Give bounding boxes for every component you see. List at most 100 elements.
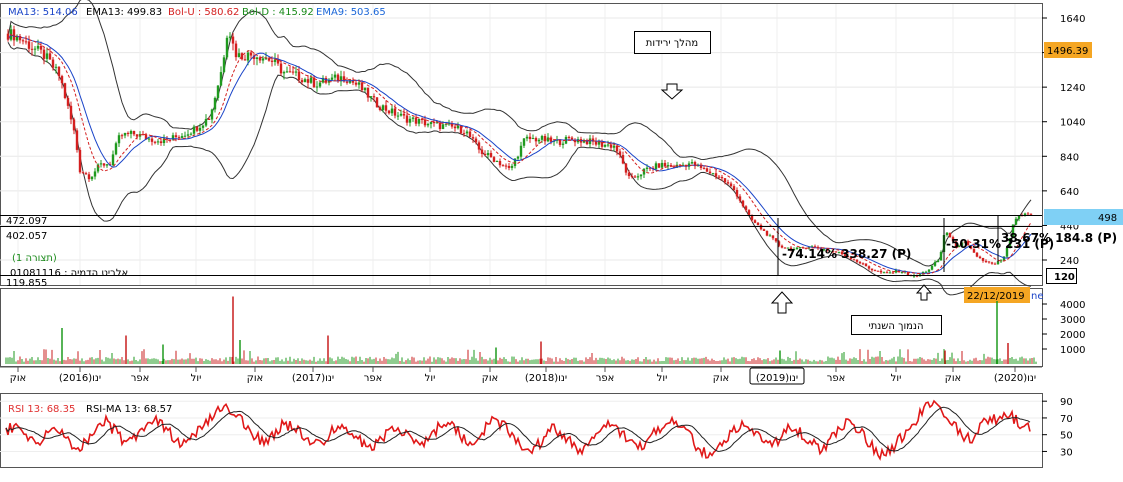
level-label-472: 472.097: [6, 216, 47, 227]
candle-body: [669, 165, 673, 167]
candle-body: [543, 136, 547, 142]
candle-body: [348, 80, 352, 83]
candle-body: [726, 182, 730, 184]
time-tick-label: ינו(2016): [59, 373, 101, 384]
candle-body: [51, 59, 55, 68]
candle-body: [882, 272, 886, 274]
candle-body: [846, 256, 850, 258]
candles: [6, 25, 1033, 278]
candle-body: [789, 247, 793, 251]
candle-body: [231, 36, 235, 44]
volume-tick-label: 2000: [1060, 330, 1085, 341]
candle-body: [330, 77, 334, 80]
candle-body: [378, 107, 382, 110]
candle-body: [387, 110, 391, 114]
yearly-low-annotation-text: הנמוך השנתי: [868, 321, 923, 332]
candle-body: [912, 275, 916, 277]
candle-body: [414, 117, 418, 124]
candle-body: [639, 174, 643, 177]
candle-body: [945, 232, 949, 236]
candle-body: [507, 165, 511, 168]
candle-body: [729, 183, 733, 187]
candle-body: [306, 79, 310, 83]
candle-body: [315, 86, 319, 88]
candle-body: [819, 248, 823, 250]
candle-body: [450, 123, 454, 127]
candle-body: [528, 136, 532, 140]
candle-body: [621, 155, 625, 164]
price-tick-label: 1240: [1060, 83, 1085, 94]
candle-body: [429, 122, 433, 125]
candle-body: [45, 53, 49, 59]
candle-body: [765, 230, 769, 236]
candle-body: [285, 71, 289, 73]
candle-body: [702, 167, 706, 169]
last-price-text: 1496.39: [1047, 46, 1088, 57]
candle-body: [192, 126, 196, 134]
candle-body: [927, 269, 931, 272]
candle-body: [153, 141, 157, 143]
candle-body: [924, 271, 928, 273]
candle-body: [135, 134, 139, 137]
candle-body: [804, 247, 808, 249]
candle-body: [1017, 215, 1021, 219]
candle-body: [339, 76, 343, 82]
rsi-panel-frame: [0, 393, 1043, 468]
candle-body: [258, 57, 262, 61]
candle-body: [654, 163, 658, 169]
indicator-ema13: EMA13: 499.83: [86, 7, 162, 18]
simulation-label: 01081116 : אלביט הדמיה: [10, 268, 128, 279]
candle-body: [57, 66, 61, 77]
candle-body: [885, 272, 889, 274]
candle-body: [525, 136, 529, 139]
candle-body: [363, 87, 367, 91]
time-tick-label: ינו(2017): [292, 373, 334, 384]
candle-body: [831, 250, 835, 252]
candle-body: [792, 249, 796, 251]
candle-body: [990, 262, 994, 264]
candle-body: [531, 138, 535, 140]
volume-axis: 4000 3000 2000 1000: [1042, 300, 1085, 356]
last-price-tag: [1044, 42, 1092, 58]
candle-body: [411, 117, 415, 119]
candle-body: [477, 142, 481, 150]
level-120-tag: [1046, 268, 1077, 284]
candle-body: [717, 176, 721, 178]
candle-body: [246, 52, 250, 61]
candle-body: [636, 176, 640, 178]
candle-body: [102, 163, 106, 166]
fib-configuration-label: (תצורה 1): [12, 253, 57, 264]
candle-body: [978, 256, 982, 258]
candle-body: [900, 271, 904, 273]
candle-body: [732, 186, 736, 190]
bollinger-lower-line: [7, 42, 1032, 296]
candle-body: [276, 59, 280, 64]
candle-body: [210, 109, 214, 120]
candle-body: [633, 176, 637, 178]
candle-body: [1014, 218, 1018, 225]
volume-tick-label: 3000: [1060, 315, 1085, 326]
price-tick-label: 1040: [1060, 118, 1085, 129]
candle-body: [486, 153, 490, 156]
candle-body: [567, 136, 571, 138]
candle-body: [981, 257, 985, 261]
candle-body: [822, 249, 826, 251]
candle-body: [474, 138, 478, 143]
candle-body: [735, 189, 739, 197]
candle-body: [420, 118, 424, 120]
candle-body: [243, 59, 247, 61]
volume-tick-label: 4000: [1060, 300, 1085, 311]
time-label-highlight: [749, 367, 805, 385]
candle-body: [228, 36, 232, 38]
candle-body: [954, 241, 958, 248]
candle-body: [858, 261, 862, 264]
candle-body: [15, 35, 19, 41]
candle-body: [408, 118, 412, 123]
candle-body: [72, 119, 76, 131]
candle-body: [177, 137, 181, 139]
candle-body: [381, 105, 385, 110]
candle-body: [423, 119, 427, 126]
candle-body: [600, 141, 604, 147]
candle-body: [933, 262, 937, 266]
candle-body: [432, 122, 436, 124]
